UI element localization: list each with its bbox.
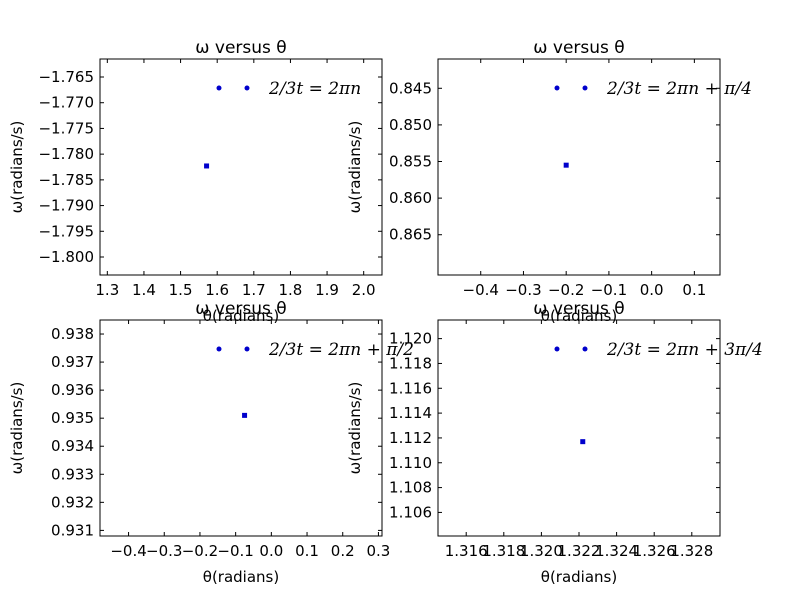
y-tick-label: 1.110 <box>389 454 432 472</box>
data-point <box>563 162 569 168</box>
x-tick-label: −0.2 <box>548 281 584 299</box>
data-point <box>242 412 248 418</box>
x-tick-label: −0.3 <box>146 542 182 560</box>
y-tick-label: 0.935 <box>51 409 94 427</box>
x-tick-label: 1.7 <box>242 281 266 299</box>
y-tick-label: 0.934 <box>51 437 94 455</box>
y-tick-label: −1.800 <box>38 248 94 266</box>
x-tick-label: 1.3 <box>95 281 119 299</box>
chart-panel-4: ω versus θ 1.3161.3181.3201.3221.3241.326… <box>346 299 763 586</box>
y-tick-label: 0.937 <box>51 353 94 371</box>
data-point <box>580 439 586 445</box>
x-tick-label: 0.1 <box>295 542 319 560</box>
plot-frame <box>437 58 721 276</box>
y-tick-label: 0.938 <box>51 325 94 343</box>
y-tick-label: −1.795 <box>38 222 94 240</box>
plot-frame <box>99 319 383 537</box>
y-tick-label: −1.780 <box>38 145 94 163</box>
legend-marker <box>554 85 560 91</box>
y-tick-label: 0.931 <box>51 521 94 539</box>
legend-label: 2/3t = 2πn + 3π/4 <box>606 340 763 360</box>
data-point <box>204 163 210 169</box>
legend-marker <box>554 346 560 352</box>
x-tick-label: 1.8 <box>279 281 303 299</box>
y-tick-label: 1.108 <box>389 479 432 497</box>
x-tick-label: 1.6 <box>205 281 229 299</box>
x-tick-label: 1.324 <box>595 542 638 560</box>
y-tick-label: −1.785 <box>38 171 94 189</box>
legend-marker <box>244 85 250 91</box>
x-tick-label: −0.3 <box>505 281 541 299</box>
y-axis-label: ω(radians/s) <box>346 382 364 475</box>
x-tick-label: 0.0 <box>259 542 283 560</box>
y-tick-label: 1.114 <box>389 404 432 422</box>
legend-label: 2/3t = 2πn + π/2 <box>268 340 414 360</box>
y-tick-label: 1.120 <box>389 330 432 348</box>
chart-panel-1: ω versus θ 1.3 1.4 1.5 1.6 1.7 1.8 1.9 2.0 −1.765… <box>8 38 383 325</box>
x-tick-label: 0.1 <box>682 281 706 299</box>
y-tick-label: 0.850 <box>389 116 432 134</box>
x-tick-label: 1.9 <box>315 281 339 299</box>
chart-panel-3: ω versus θ −0.4 −0.3 −0.2 −0.1 0.0 0.1 0.2 0.3 0.… <box>8 299 414 586</box>
plot-frame <box>99 58 383 276</box>
y-tick-label: 1.116 <box>389 379 432 397</box>
chart-title: ω versus θ <box>533 299 624 319</box>
y-tick-label: 0.860 <box>389 189 432 207</box>
x-tick-label: 1.4 <box>132 281 156 299</box>
x-tick-label: 1.5 <box>169 281 193 299</box>
y-tick-label: 0.865 <box>389 226 432 244</box>
legend-label: 2/3t = 2πn <box>268 79 361 99</box>
legend-marker <box>216 85 222 91</box>
y-tick-label: −1.775 <box>38 119 94 137</box>
y-tick-label: 1.106 <box>389 503 432 521</box>
x-tick-label: 0.0 <box>640 281 664 299</box>
legend-marker <box>216 346 222 352</box>
y-tick-label: 0.936 <box>51 381 94 399</box>
legend-marker <box>582 85 588 91</box>
chart-panel-2: ω versus θ −0.4 −0.3 −0.2 −0.1 0.0 0.1 0.845 0.8… <box>346 38 752 325</box>
chart-title: ω versus θ <box>195 38 286 58</box>
y-axis-label: ω(radians/s) <box>346 121 364 214</box>
y-axis-label: ω(radians/s) <box>8 382 26 475</box>
y-tick-label: 0.855 <box>389 153 432 171</box>
legend-marker <box>582 346 588 352</box>
legend-label: 2/3t = 2πn + π/4 <box>606 79 752 99</box>
chart-title: ω versus θ <box>533 38 624 58</box>
legend-marker <box>244 346 250 352</box>
x-tick-label: 1.326 <box>633 542 676 560</box>
y-tick-label: −1.790 <box>38 197 94 215</box>
x-tick-label: 1.322 <box>558 542 601 560</box>
y-tick-label: −1.770 <box>38 94 94 112</box>
y-tick-label: 0.933 <box>51 465 94 483</box>
x-tick-label: 1.320 <box>520 542 563 560</box>
x-tick-label: −0.4 <box>463 281 499 299</box>
x-tick-label: −0.1 <box>217 542 253 560</box>
x-tick-label: 2.0 <box>352 281 376 299</box>
x-tick-label: −0.4 <box>110 542 146 560</box>
x-axis-label: θ(radians) <box>203 568 279 586</box>
x-tick-label: 1.328 <box>670 542 713 560</box>
y-tick-label: 0.932 <box>51 493 94 511</box>
y-tick-label: 1.118 <box>389 354 432 372</box>
chart-title: ω versus θ <box>195 299 286 319</box>
x-axis-label: θ(radians) <box>541 568 617 586</box>
x-tick-label: 1.318 <box>482 542 525 560</box>
x-tick-label: 1.316 <box>445 542 488 560</box>
y-tick-label: 0.845 <box>389 79 432 97</box>
x-tick-label: −0.1 <box>591 281 627 299</box>
y-axis-label: ω(radians/s) <box>8 121 26 214</box>
y-tick-label: −1.765 <box>38 68 94 86</box>
x-tick-label: 0.3 <box>367 542 391 560</box>
x-tick-label: 0.2 <box>331 542 355 560</box>
x-tick-label: −0.2 <box>182 542 218 560</box>
y-tick-label: 1.112 <box>389 429 432 447</box>
